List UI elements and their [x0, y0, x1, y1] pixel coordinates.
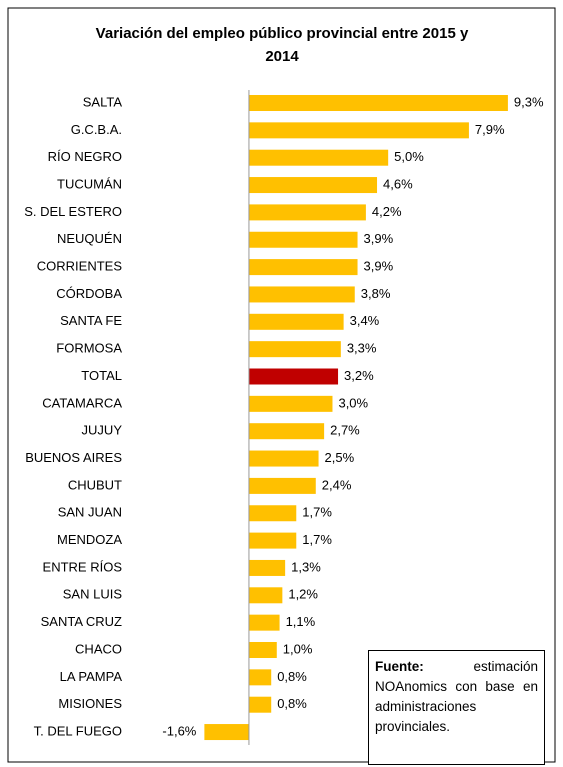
bar: [248, 286, 355, 303]
bar: [248, 341, 341, 358]
bar: [248, 477, 316, 494]
value-label: 0,8%: [277, 696, 307, 711]
category-label: MISIONES: [58, 696, 122, 711]
category-label: JUJUY: [82, 423, 123, 438]
category-label: FORMOSA: [56, 341, 122, 356]
category-label: RÍO NEGRO: [48, 149, 122, 164]
value-label: 3,4%: [350, 313, 380, 328]
bar: [248, 122, 469, 139]
category-label: T. DEL FUEGO: [34, 723, 122, 738]
category-label: SALTA: [83, 94, 123, 109]
value-label: 1,7%: [302, 532, 332, 547]
value-label: 3,9%: [364, 259, 394, 274]
bar: [248, 532, 297, 549]
category-label: CÓRDOBA: [56, 286, 122, 301]
note-text: estimación NOAnomics con base en adminis…: [375, 659, 538, 734]
value-label: 4,6%: [383, 176, 413, 191]
category-label: MENDOZA: [57, 532, 122, 547]
bar: [248, 395, 333, 412]
category-label: ENTRE RÍOS: [43, 559, 123, 574]
note-label: Fuente:: [375, 659, 424, 674]
bar: [248, 231, 358, 248]
bar: [248, 450, 319, 467]
bar: [248, 505, 297, 522]
category-label: SANTA FE: [60, 313, 122, 328]
value-label: 3,0%: [338, 395, 368, 410]
value-label: -1,6%: [162, 723, 196, 738]
bar: [248, 696, 272, 713]
category-label: SAN JUAN: [58, 505, 122, 520]
bar: [248, 313, 344, 330]
bar: [248, 614, 280, 631]
category-label: CORRIENTES: [37, 259, 123, 274]
category-label: SAN LUIS: [63, 587, 123, 602]
bar: [248, 177, 378, 194]
value-label: 3,2%: [344, 368, 374, 383]
value-label: 3,3%: [347, 341, 377, 356]
bar: [248, 259, 358, 276]
bar: [248, 642, 277, 658]
category-label: TOTAL: [81, 368, 122, 383]
value-label: 0,8%: [277, 669, 307, 684]
category-label: S. DEL ESTERO: [24, 204, 122, 219]
source-note: Fuente: estimación NOAnomics con base en…: [368, 650, 545, 765]
value-label: 2,7%: [330, 423, 360, 438]
frame: [7, 7, 556, 763]
value-label: 2,4%: [322, 477, 352, 492]
value-label: 2,5%: [325, 450, 355, 465]
bar: [248, 368, 339, 385]
category-label: CHUBUT: [68, 477, 122, 492]
category-label: LA PAMPA: [60, 669, 123, 684]
category-label: TUCUMÁN: [57, 176, 122, 191]
bar: [248, 149, 389, 166]
bar: [248, 204, 366, 221]
bar: [204, 724, 249, 741]
category-label: CHACO: [75, 641, 122, 656]
bar: [248, 95, 508, 111]
bar: [248, 669, 272, 686]
bar: [248, 559, 286, 576]
value-label: 1,3%: [291, 559, 321, 574]
category-label: G.C.B.A.: [71, 122, 122, 137]
chart-title: Variación del empleo público provincial …: [95, 25, 469, 65]
value-label: 3,8%: [361, 286, 391, 301]
value-label: 1,7%: [302, 505, 332, 520]
value-label: 4,2%: [372, 204, 402, 219]
value-label: 9,3%: [514, 94, 544, 109]
category-label: SANTA CRUZ: [41, 614, 122, 629]
category-label: CATAMARCA: [42, 395, 122, 410]
value-label: 3,9%: [364, 231, 394, 246]
category-label: BUENOS AIRES: [25, 450, 122, 465]
category-label: NEUQUÉN: [57, 231, 122, 246]
bar: [248, 587, 283, 604]
value-label: 7,9%: [475, 122, 505, 137]
value-label: 1,1%: [286, 614, 316, 629]
value-label: 1,2%: [288, 587, 318, 602]
value-label: 1,0%: [283, 641, 313, 656]
value-label: 5,0%: [394, 149, 424, 164]
bar: [248, 423, 325, 440]
